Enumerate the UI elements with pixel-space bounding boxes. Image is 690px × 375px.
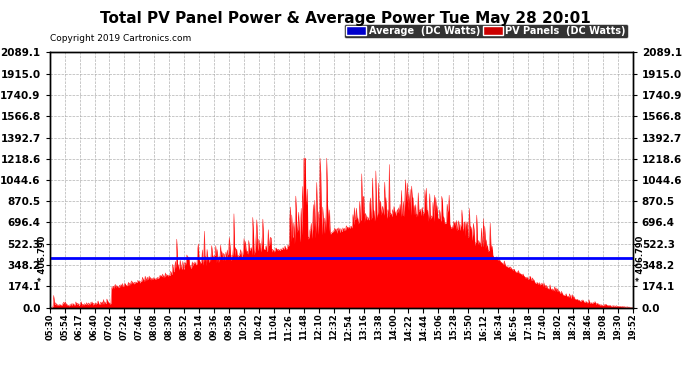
Legend: Average  (DC Watts), PV Panels  (DC Watts): Average (DC Watts), PV Panels (DC Watts) [344, 24, 628, 38]
Text: Copyright 2019 Cartronics.com: Copyright 2019 Cartronics.com [50, 34, 191, 43]
Text: Total PV Panel Power & Average Power Tue May 28 20:01: Total PV Panel Power & Average Power Tue… [99, 11, 591, 26]
Text: * 406.790: * 406.790 [38, 235, 47, 280]
Text: * 406.790: * 406.790 [635, 235, 644, 280]
